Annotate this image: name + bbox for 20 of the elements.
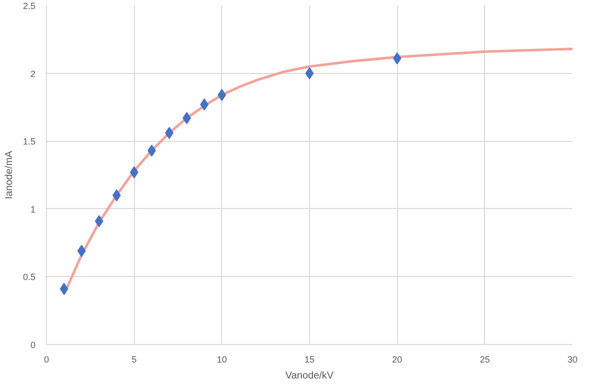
x-tick-label: 20 <box>392 354 402 364</box>
x-tick-label: 5 <box>132 354 137 364</box>
point <box>77 244 86 257</box>
y-tick-label: 2 <box>30 68 36 79</box>
x-tick-label: 10 <box>216 354 227 364</box>
y-tick-label: 1 <box>30 204 36 214</box>
x-tick-label: 30 <box>567 354 578 364</box>
point <box>305 67 314 80</box>
y-tick-label: 2.5 <box>22 1 36 11</box>
y-tick-label: 0 <box>30 340 36 350</box>
y-tick-label: 1.5 <box>22 136 36 147</box>
y-axis-title: Ianode/mA <box>4 150 15 200</box>
point <box>94 215 104 228</box>
x-tick-label: 0 <box>44 354 50 364</box>
x-tick-label: 15 <box>304 354 315 364</box>
point <box>112 189 121 202</box>
point <box>60 282 68 295</box>
x-tick-label: 25 <box>480 354 490 364</box>
y-tick-label: 0.5 <box>22 272 36 282</box>
x-axis-title: Vanode/kV <box>285 370 334 382</box>
